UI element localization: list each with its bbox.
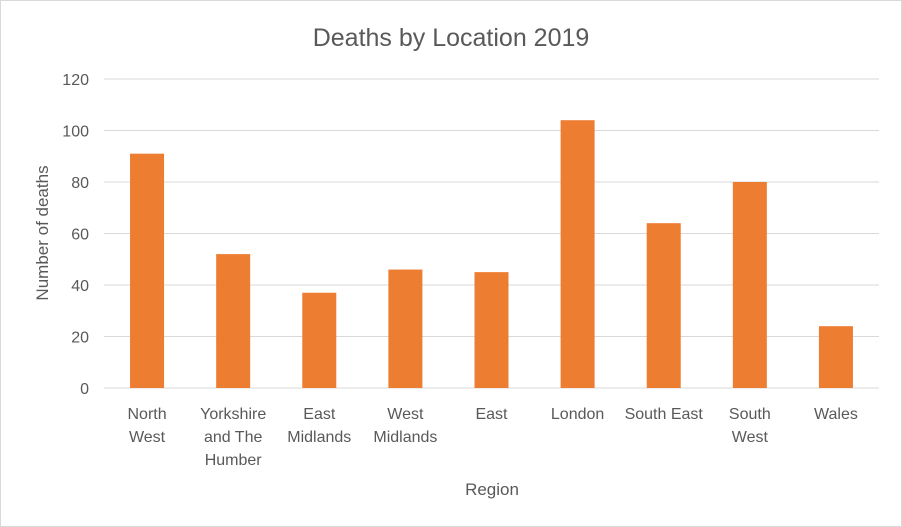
x-tick-label-line: Humber	[205, 452, 263, 469]
x-tick-label-line: East	[303, 406, 336, 423]
x-tick-label-line: North	[127, 406, 166, 423]
bar	[560, 120, 595, 388]
x-tick-label-line: London	[551, 406, 604, 423]
x-tick-label: East Midlands	[287, 406, 351, 446]
x-tick-label: West Midlands	[373, 406, 437, 446]
y-tick-label: 40	[71, 278, 89, 295]
y-tick-label: 80	[71, 175, 89, 192]
chart-title: Deaths by Location 2019	[313, 24, 590, 52]
x-tick-label-line: Wales	[814, 406, 858, 423]
y-axis-ticks: 0 20 40 60 80 100 120	[62, 72, 89, 398]
y-tick-label: 60	[71, 227, 89, 244]
x-tick-label-line: South	[729, 406, 771, 423]
bar	[818, 326, 853, 388]
x-tick-label-line: Yorkshire	[200, 406, 266, 423]
bar	[732, 182, 767, 388]
x-axis-ticks: North West Yorkshire and The Humber East Midla…	[127, 406, 857, 469]
y-tick-label: 0	[80, 381, 89, 398]
x-axis-title: Region	[465, 480, 519, 499]
x-tick-label: South East	[625, 406, 704, 423]
x-tick-label: South West	[729, 406, 771, 446]
x-tick-label-line: West	[387, 406, 424, 423]
bars	[130, 120, 853, 388]
x-tick-label: East	[475, 406, 508, 423]
y-axis-title: Number of deaths	[33, 165, 52, 300]
bar	[130, 153, 165, 388]
x-tick-label: London	[551, 406, 604, 423]
bar	[216, 254, 251, 388]
bar	[302, 292, 337, 388]
x-tick-label-line: Midlands	[287, 429, 351, 446]
y-tick-label: 120	[62, 72, 89, 89]
x-tick-label-line: and The	[204, 429, 263, 446]
y-tick-label: 20	[71, 330, 89, 347]
x-tick-label: North West	[127, 406, 166, 446]
bar	[474, 272, 509, 388]
y-tick-label: 100	[62, 124, 89, 141]
x-tick-label: Yorkshire and The Humber	[200, 406, 266, 469]
x-tick-label-line: West	[129, 429, 166, 446]
bar	[646, 223, 681, 388]
x-tick-label-line: West	[732, 429, 769, 446]
x-tick-label-line: Midlands	[373, 429, 437, 446]
x-tick-label-line: East	[475, 406, 508, 423]
x-tick-label: Wales	[814, 406, 858, 423]
x-tick-label-line: South East	[625, 406, 704, 423]
bar	[388, 269, 423, 388]
